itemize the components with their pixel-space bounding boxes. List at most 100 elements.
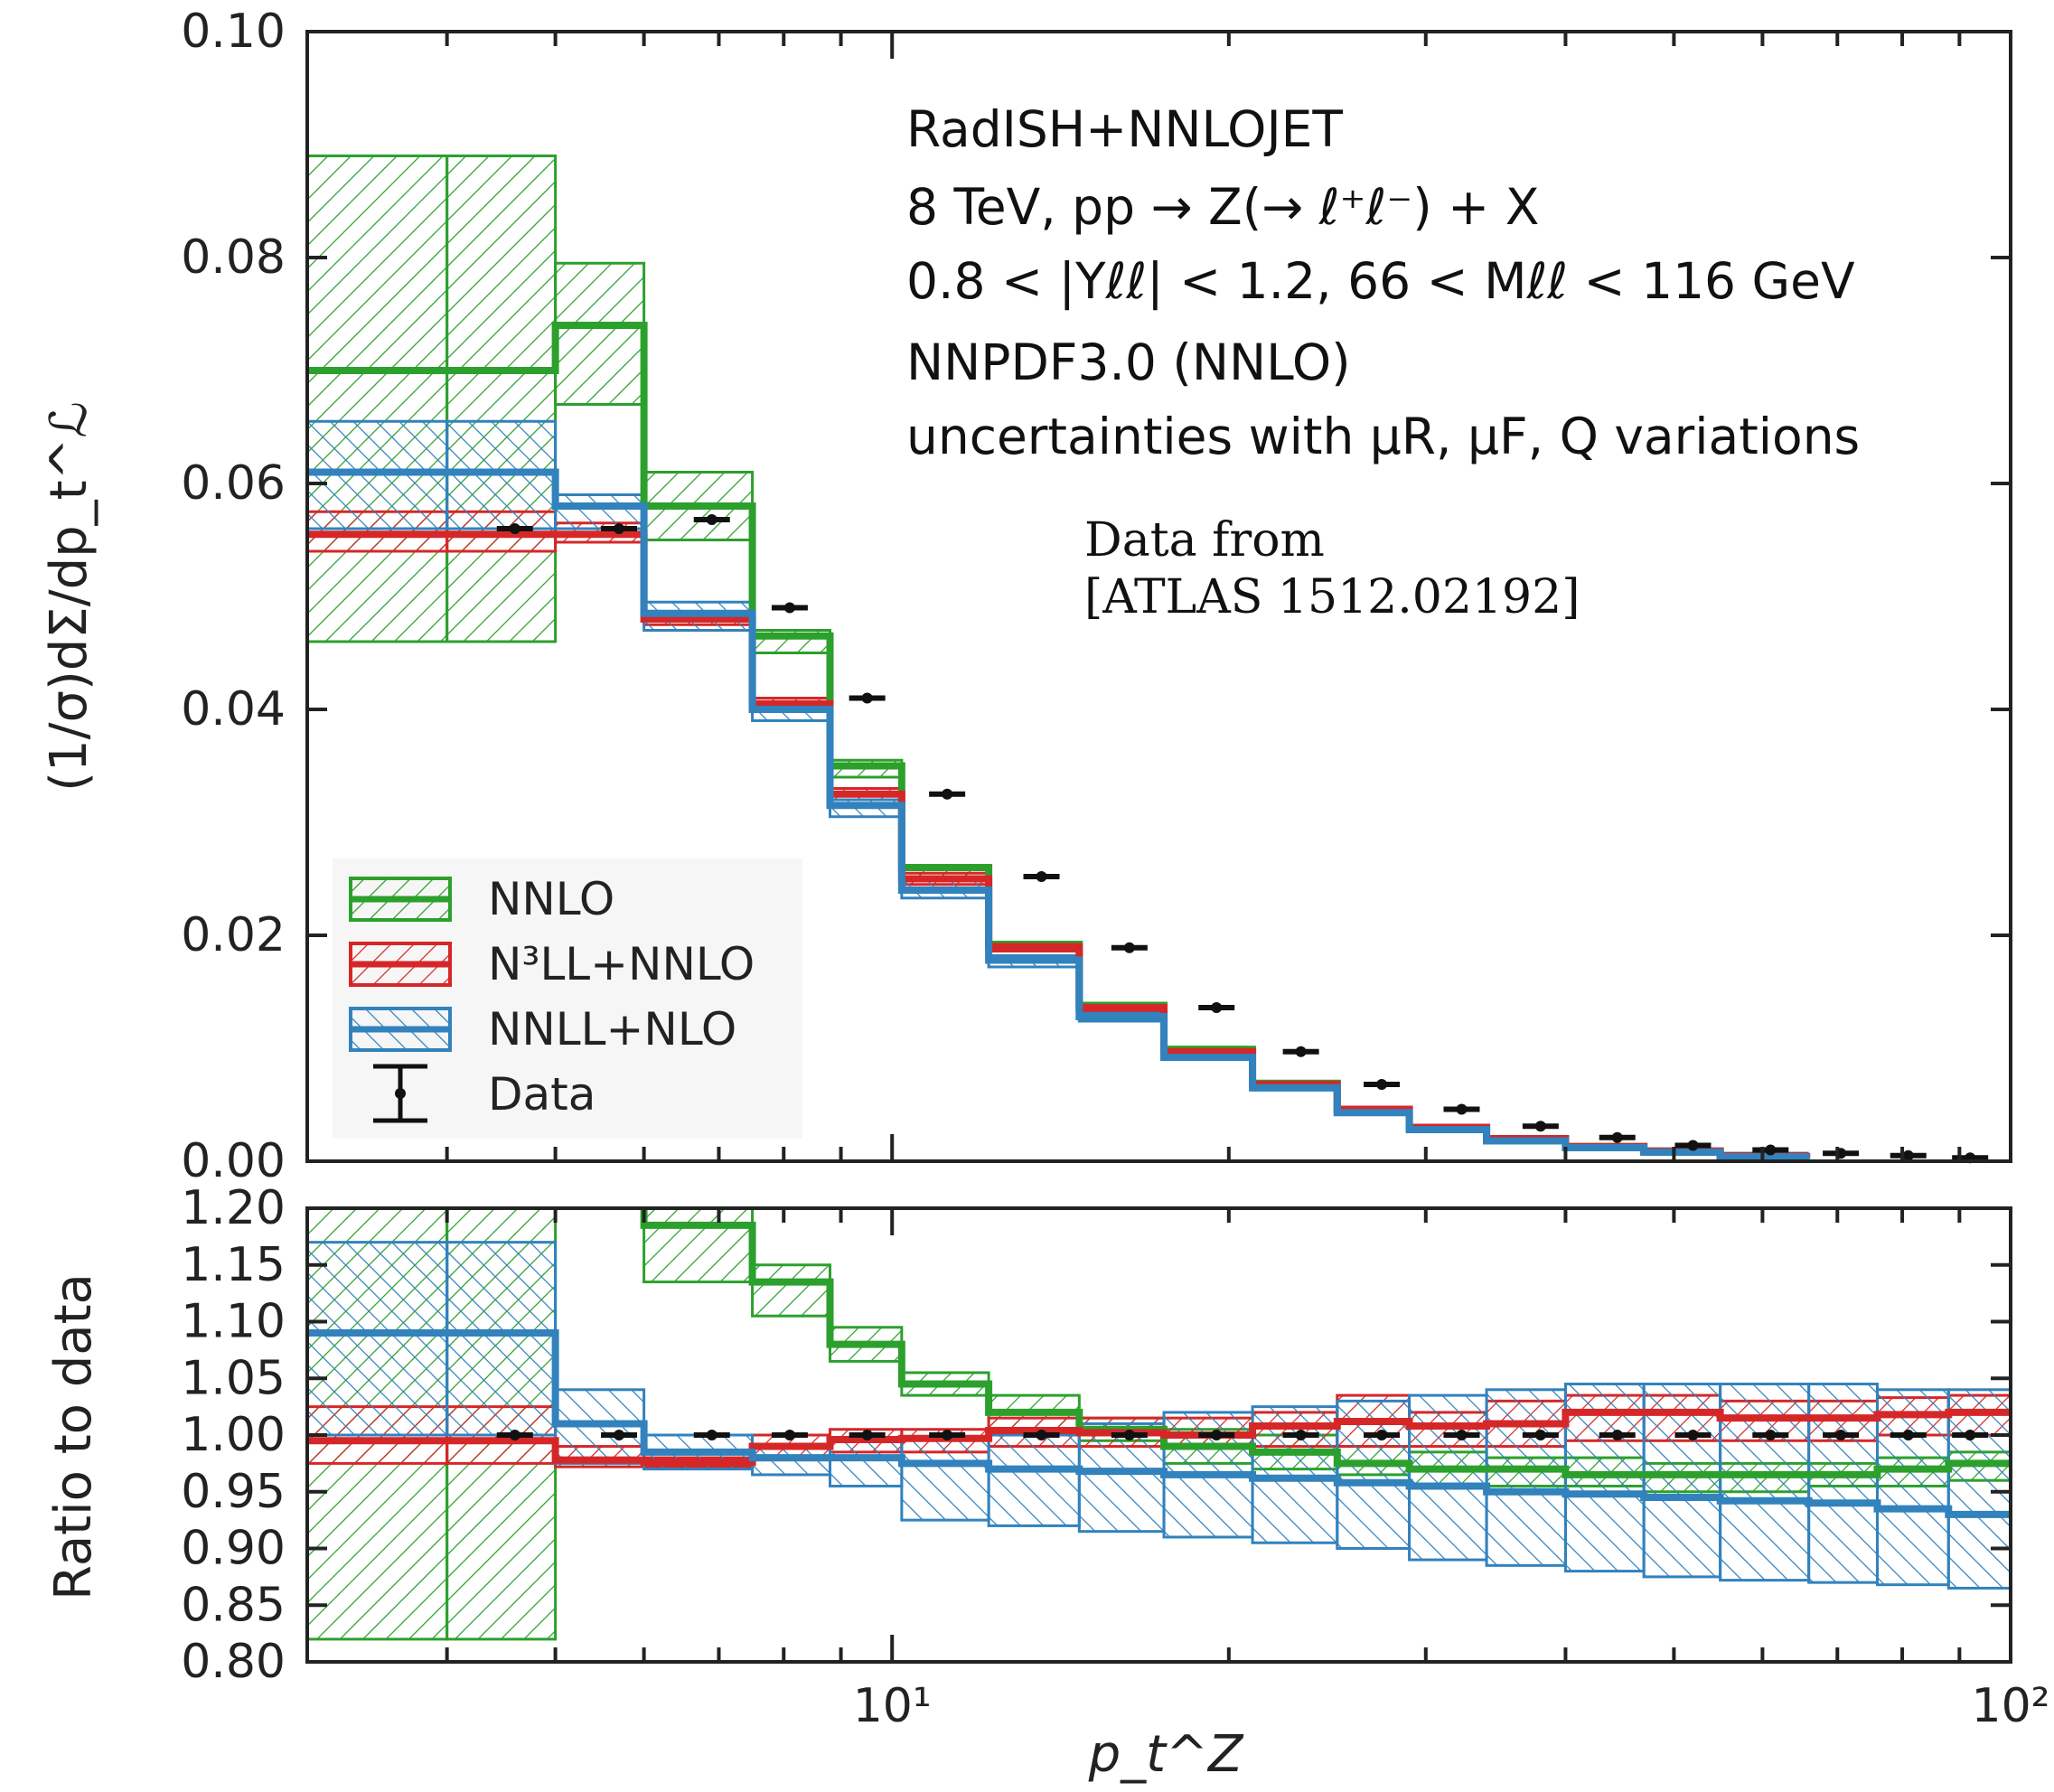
- ratio-band-nnll-nlo: [900, 1436, 990, 1522]
- main-data-point: [1376, 1079, 1388, 1090]
- legend-label-nnlo: NNLO: [488, 873, 614, 925]
- ratio-y-axis-label: Ratio to data: [44, 1273, 103, 1600]
- ratio-ytick-label: 0.80: [181, 1635, 286, 1689]
- annotation-block: RadISH+NNLOJET 8 TeV, pp → Z(→ ℓ⁺ℓ⁻) + X…: [906, 100, 1860, 624]
- annotation-line-4: NNPDF3.0 (NNLO): [906, 333, 1351, 391]
- ratio-ytick-label: 0.95: [181, 1465, 286, 1519]
- ratio-ytick-label: 1.20: [181, 1181, 286, 1235]
- ratio-band-nnll-nlo: [1875, 1388, 1950, 1587]
- main-y-axis-label: (1/σ)dΣ/dp_t^ℒ: [40, 401, 98, 792]
- main-band-nnll-nlo: [554, 493, 646, 530]
- ratio-ytick-label: 0.85: [181, 1578, 286, 1632]
- ratio-line-nnlo: [640, 1208, 2011, 1478]
- ratio-data-point: [1902, 1430, 1914, 1440]
- ratio-ytick-label: 1.10: [181, 1295, 286, 1349]
- ratio-data-point: [1765, 1430, 1777, 1440]
- main-data-point: [1456, 1103, 1468, 1115]
- main-data-point: [1534, 1121, 1546, 1132]
- legend-entry-n3ll: N³LL+NNLO: [349, 938, 755, 990]
- main-data-point: [1902, 1149, 1914, 1161]
- ratio-band-nnll-nlo: [1807, 1383, 1879, 1584]
- main-data-point: [1036, 871, 1047, 882]
- main-panel: 0.00 0.02 0.04 0.06 0.08 0.10: [181, 5, 2012, 1188]
- main-data-point: [1211, 1002, 1223, 1013]
- main-y-axis-label-text: (1/σ)dΣ/dp_t^ℒ: [40, 401, 98, 792]
- main-data-point: [509, 523, 521, 534]
- main-ytick-label: 0.02: [181, 908, 286, 962]
- ratio-band-nnll-nlo: [1077, 1421, 1166, 1534]
- main-ytick-label: 0.06: [181, 456, 286, 511]
- ratio-data-point: [614, 1430, 625, 1440]
- annotation-line-2: 8 TeV, pp → Z(→ ℓ⁺ℓ⁻) + X: [906, 178, 1539, 236]
- legend-label-nnll: NNLL+NLO: [488, 1003, 736, 1055]
- main-data-point: [1295, 1046, 1307, 1057]
- data-source-line-2: [ATLAS 1512.02192]: [1084, 570, 1580, 624]
- ratio-data-point: [1456, 1430, 1468, 1440]
- main-line-nnll-nlo: [307, 468, 1809, 1160]
- x-tick-label: 10²: [1971, 1679, 2049, 1733]
- ratio-ytick-label: 1.15: [181, 1238, 286, 1292]
- ratio-data-point: [509, 1430, 521, 1440]
- main-ytick-label: 0.10: [181, 5, 286, 59]
- ratio-line-nnll-nlo: [307, 1329, 2011, 1518]
- ratio-band-nnll-nlo: [1485, 1388, 1567, 1567]
- ratio-band-nnll-nlo: [1719, 1383, 1811, 1582]
- main-data-point: [706, 514, 717, 525]
- ratio-data-point: [1211, 1430, 1223, 1440]
- x-tick-label: 10¹: [853, 1679, 932, 1733]
- ratio-band-nnll-nlo: [1408, 1393, 1488, 1562]
- ratio-band-nnll-nlo: [307, 1241, 449, 1437]
- main-ytick-label: 0.00: [181, 1134, 286, 1188]
- main-data-point: [942, 788, 953, 800]
- annotation-line-3: 0.8 < |Yℓℓ| < 1.2, 66 < Mℓℓ < 116 GeV: [906, 252, 1855, 311]
- ratio-band-nnll-nlo: [987, 1433, 1081, 1527]
- main-data-point: [614, 523, 625, 534]
- ratio-band-nnll-nlo: [446, 1241, 558, 1437]
- main-data-point: [1687, 1140, 1699, 1151]
- ratio-data-point: [1835, 1430, 1847, 1440]
- ratio-data-point: [1534, 1430, 1546, 1440]
- main-panel-frame: [305, 30, 2012, 1163]
- ratio-data-point: [706, 1430, 717, 1440]
- ratio-band-nnll-nlo: [1642, 1383, 1722, 1579]
- annotation-line-1: RadISH+NNLOJET: [906, 100, 1343, 158]
- main-band-nnlo: [446, 155, 558, 643]
- main-band-nnlo: [554, 261, 646, 406]
- ratio-data-point: [1376, 1430, 1388, 1440]
- ratio-panel: 0.800.850.900.951.001.051.101.151.20 10¹…: [181, 1181, 2049, 1733]
- legend-entry-nnll: NNLL+NLO: [349, 1003, 736, 1055]
- ratio-band-nnll-nlo: [828, 1439, 904, 1487]
- ratio-band-nnlo: [642, 1208, 755, 1284]
- ratio-data-point: [1611, 1430, 1623, 1440]
- ratio-data-point: [1123, 1430, 1135, 1440]
- ratio-ytick-label: 0.90: [181, 1522, 286, 1576]
- ratio-data-point: [1295, 1430, 1307, 1440]
- ratio-ytick-label: 1.00: [181, 1408, 286, 1462]
- legend-entry-nnlo: NNLO: [349, 873, 614, 925]
- main-ytick-label: 0.04: [181, 682, 286, 737]
- ratio-data-point: [1036, 1430, 1047, 1440]
- ratio-data-point: [783, 1430, 795, 1440]
- ratio-line-n-ll-nnlo: [307, 1408, 2011, 1467]
- main-band-nnlo: [307, 155, 449, 643]
- ratio-ytick-label: 1.05: [181, 1351, 286, 1405]
- annotation-line-5: uncertainties with μR, μF, Q variations: [906, 408, 1860, 465]
- ratio-data-point: [861, 1430, 873, 1440]
- legend-label-n3ll: N³LL+NNLO: [488, 938, 755, 990]
- main-data-point: [861, 692, 873, 704]
- main-data-point: [783, 602, 795, 614]
- main-ytick-label: 0.08: [181, 230, 286, 285]
- legend: NNLO N³LL+NNLO NNLL+NLO Data: [333, 858, 802, 1139]
- ratio-band-nnll-nlo: [1946, 1388, 2011, 1590]
- main-data-point: [1123, 942, 1135, 953]
- legend-entry-data: Data: [373, 1064, 596, 1123]
- main-data-point: [1765, 1144, 1777, 1156]
- ratio-data-point: [1687, 1430, 1699, 1440]
- data-source-line-1: Data from: [1084, 513, 1325, 568]
- ratio-data-point: [942, 1430, 953, 1440]
- legend-label-data: Data: [488, 1068, 596, 1121]
- ratio-band-nnlo: [751, 1263, 831, 1318]
- legend-marker-data: [395, 1088, 406, 1099]
- main-data-point: [1611, 1131, 1623, 1143]
